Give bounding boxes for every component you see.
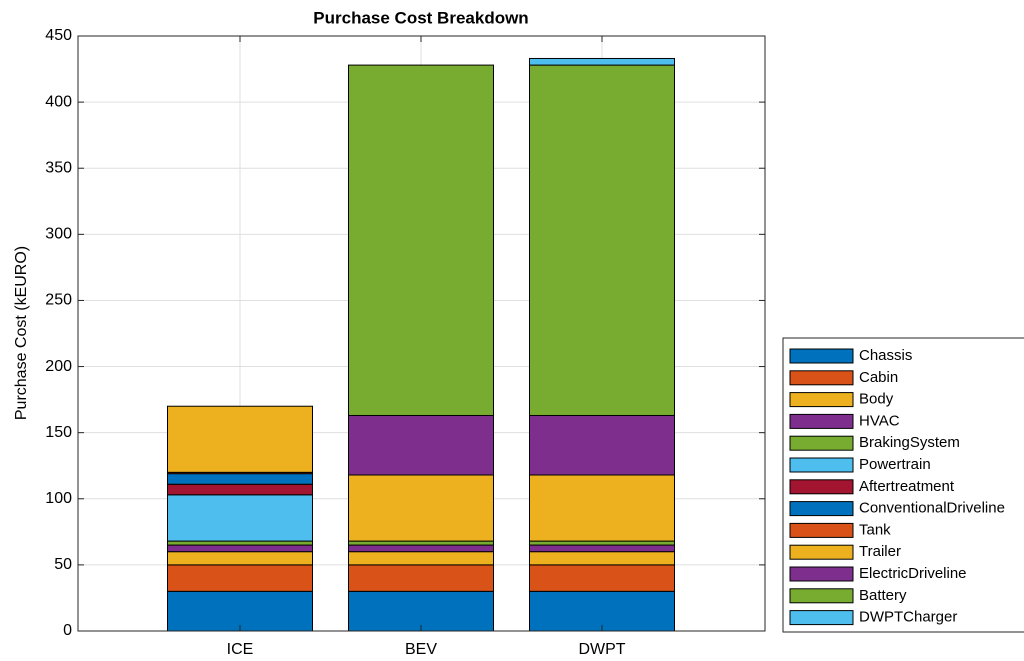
- bar-segment: [529, 540, 675, 546]
- legend-swatch: [789, 501, 854, 517]
- y-tick-label: 100: [45, 490, 72, 507]
- legend-swatch: [789, 610, 854, 626]
- bar-segment: [167, 405, 313, 473]
- legend-label: Body: [859, 391, 894, 408]
- bar-segment: [529, 64, 675, 416]
- y-axis-label: Purchase Cost (kEURO): [13, 246, 30, 420]
- legend-label: Powertrain: [859, 456, 931, 473]
- y-tick-label: 0: [63, 622, 72, 639]
- y-tick-label: 450: [45, 27, 72, 44]
- legend-label: BrakingSystem: [859, 434, 960, 451]
- legend-swatch: [789, 544, 854, 560]
- legend-label: Trailer: [859, 543, 901, 560]
- bar-segment: [348, 64, 494, 416]
- legend-label: Chassis: [859, 347, 912, 364]
- legend-label: DWPTCharger: [859, 609, 957, 626]
- legend-label: Battery: [859, 587, 907, 604]
- legend-swatch: [789, 457, 854, 473]
- axes: 0 50 100 150 200 250 300 350 400 450 ICE BEV DWPT: [45, 27, 765, 658]
- bar-segment: [529, 474, 675, 542]
- legend-label: Tank: [859, 521, 891, 538]
- bar-segment: [167, 551, 313, 566]
- bars: [167, 57, 675, 632]
- y-tick-label: 150: [45, 424, 72, 441]
- bar-segment: [529, 57, 675, 66]
- bar-segment: [167, 483, 313, 496]
- legend-swatch: [789, 348, 854, 364]
- legend-label: Cabin: [859, 369, 898, 386]
- bar-segment: [529, 414, 675, 476]
- y-tick-label: 300: [45, 226, 72, 243]
- y-tick-label: 200: [45, 358, 72, 375]
- y-tick-label: 350: [45, 159, 72, 176]
- bar-segment: [167, 564, 313, 592]
- bar-segment: [348, 564, 494, 592]
- x-tick-label: ICE: [227, 641, 254, 658]
- bar-segment: [529, 551, 675, 566]
- bar-segment: [348, 474, 494, 542]
- legend-label: ElectricDriveline: [859, 565, 967, 582]
- bar-segment: [167, 544, 313, 553]
- bar-segment: [348, 551, 494, 566]
- legend-swatch: [789, 522, 854, 538]
- bar-segment: [529, 564, 675, 592]
- bar-segment: [348, 414, 494, 476]
- legend-label: Aftertreatment: [859, 478, 955, 495]
- x-tick-label: DWPT: [578, 641, 625, 658]
- bar-segment: [348, 540, 494, 546]
- bar-segment: [167, 473, 313, 485]
- legend-swatch: [789, 413, 854, 429]
- legend-swatch: [789, 370, 854, 386]
- y-tick-label: 400: [45, 93, 72, 110]
- bar-segment: [348, 544, 494, 553]
- legend-swatch: [789, 392, 854, 408]
- bar-segment: [529, 544, 675, 553]
- y-tick-label: 250: [45, 292, 72, 309]
- legend: Chassis Cabin Body HVAC BrakingSystem Powertr…: [789, 347, 1005, 626]
- legend-swatch: [789, 435, 854, 451]
- legend-swatch: [789, 588, 854, 604]
- x-tick-label: BEV: [405, 641, 437, 658]
- chart-title: Purchase Cost Breakdown: [313, 8, 528, 27]
- y-tick-label: 50: [54, 556, 72, 573]
- bar-segment: [167, 540, 313, 546]
- legend-label: ConventionalDriveline: [859, 500, 1005, 517]
- bar-segment: [348, 590, 494, 632]
- legend-label: HVAC: [859, 412, 900, 429]
- bar-segment: [167, 494, 313, 542]
- legend-swatch: [789, 479, 854, 495]
- legend-swatch: [789, 566, 854, 582]
